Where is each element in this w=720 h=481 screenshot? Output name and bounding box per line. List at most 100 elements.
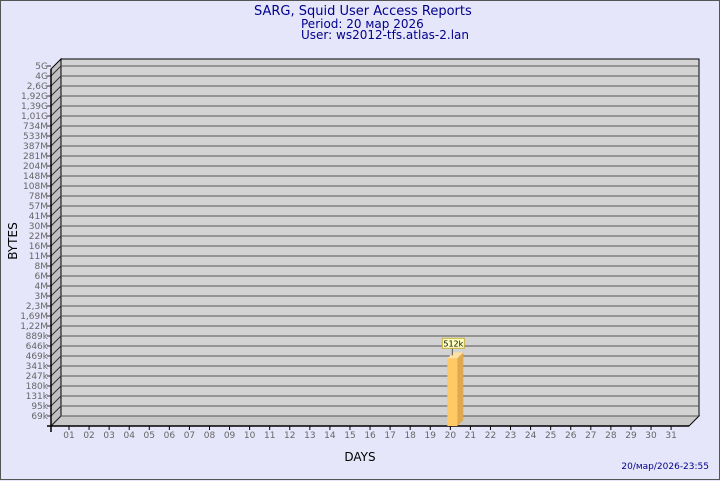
- gridline-side: [50, 405, 62, 417]
- gridline-side: [50, 145, 62, 157]
- x-tick-label: 11: [264, 431, 275, 441]
- gridline-side: [50, 315, 62, 327]
- plot-back-wall: [60, 58, 700, 417]
- x-tick-label: 01: [63, 431, 74, 441]
- plot-floor: [49, 415, 701, 427]
- gridline-side: [50, 255, 62, 267]
- gridline-side: [50, 75, 62, 87]
- x-tick-label: 05: [144, 431, 155, 441]
- gridline-side: [50, 395, 62, 407]
- data-label: 512k: [443, 339, 463, 348]
- x-tick-label: 29: [625, 431, 637, 441]
- gridline-side: [50, 335, 62, 347]
- x-tick-label: 24: [525, 431, 537, 441]
- chart-period: Period: 20 мар 2026: [301, 17, 424, 31]
- x-tick-label: 21: [465, 431, 476, 441]
- x-tick-label: 14: [324, 431, 336, 441]
- x-tick-label: 23: [505, 431, 516, 441]
- y-tick-label: 108M: [23, 182, 48, 192]
- chart-title: SARG, Squid User Access Reports: [254, 4, 472, 19]
- x-tick-label: 03: [103, 431, 114, 441]
- y-tick-label: 387M: [23, 142, 48, 152]
- x-tick-label: 27: [585, 431, 596, 441]
- x-tick-label: 10: [244, 431, 256, 441]
- y-tick-label: 2,6G: [27, 82, 48, 92]
- gridline-side: [50, 345, 62, 357]
- data-label-box: [441, 337, 465, 349]
- gridline-side: [50, 355, 62, 367]
- y-tick-label: 533M: [23, 132, 48, 142]
- gridline-side: [50, 325, 62, 337]
- x-tick-label: 30: [645, 431, 657, 441]
- gridline-side: [50, 365, 62, 377]
- y-tick-label: 1,22M: [20, 322, 48, 332]
- gridline-side: [50, 105, 62, 117]
- x-tick-label: 02: [83, 431, 94, 441]
- y-tick-label: 204M: [23, 162, 48, 172]
- y-tick-label: 95k: [31, 402, 48, 412]
- y-tick-label: 889k: [26, 332, 49, 342]
- gridline-side: [50, 165, 62, 177]
- y-tick-label: 734M: [23, 122, 48, 132]
- gridline-side: [50, 85, 62, 97]
- gridline-side: [50, 175, 62, 187]
- gridline-side: [50, 95, 62, 107]
- y-tick-label: 646k: [26, 342, 49, 352]
- y-tick-label: 281M: [23, 152, 48, 162]
- gridline-side: [50, 65, 62, 77]
- bar-side: [457, 352, 464, 426]
- x-tick-label: 20: [445, 431, 457, 441]
- y-tick-label: 8M: [35, 262, 49, 272]
- x-tick-label: 15: [344, 431, 355, 441]
- y-tick-label: 16M: [29, 242, 48, 252]
- gridline-side: [50, 185, 62, 197]
- gridline-side: [50, 235, 62, 247]
- x-tick-label: 28: [605, 431, 617, 441]
- gridline-side: [50, 375, 62, 387]
- y-tick-label: 4G: [35, 72, 48, 82]
- gridline-side: [50, 285, 62, 297]
- x-tick-label: 09: [224, 431, 236, 441]
- y-axis-label: BYTES: [6, 222, 20, 259]
- y-tick-label: 1,01G: [21, 112, 48, 122]
- y-tick-label: 5G: [35, 62, 48, 72]
- y-tick-label: 1,69M: [20, 312, 48, 322]
- gridline-side: [50, 155, 62, 167]
- gridline-side: [50, 415, 62, 427]
- x-tick-label: 22: [485, 431, 496, 441]
- gridline-side: [50, 275, 62, 287]
- gridline-side: [50, 305, 62, 317]
- x-tick-label: 16: [364, 431, 376, 441]
- gridline-side: [50, 225, 62, 237]
- x-tick-label: 17: [384, 431, 395, 441]
- x-tick-label: 12: [284, 431, 295, 441]
- x-tick-label: 25: [545, 431, 556, 441]
- x-tick-label: 08: [204, 431, 216, 441]
- y-tick-label: 1,92G: [21, 92, 48, 102]
- y-tick-label: 469k: [26, 352, 49, 362]
- gridline-side: [50, 135, 62, 147]
- x-tick-label: 19: [425, 431, 437, 441]
- gridline-side: [50, 245, 62, 257]
- y-tick-label: 6M: [35, 272, 49, 282]
- y-tick-label: 41M: [29, 212, 48, 222]
- x-tick-label: 31: [665, 431, 676, 441]
- y-tick-label: 69k: [31, 412, 48, 422]
- y-tick-label: 30M: [29, 222, 48, 232]
- y-tick-label: 148M: [23, 172, 48, 182]
- gridline-side: [50, 205, 62, 217]
- y-tick-label: 180k: [26, 382, 49, 392]
- y-tick-label: 2,3M: [26, 302, 48, 312]
- x-tick-label: 26: [565, 431, 577, 441]
- gridline-side: [50, 115, 62, 127]
- gridline-side: [50, 125, 62, 137]
- y-tick-label: 57M: [29, 202, 48, 212]
- bar-top: [447, 352, 464, 359]
- x-tick-label: 07: [184, 431, 195, 441]
- x-tick-label: 06: [164, 431, 176, 441]
- y-tick-label: 78M: [29, 192, 48, 202]
- y-tick-label: 131k: [26, 392, 49, 402]
- x-tick-label: 18: [404, 431, 416, 441]
- bar: [447, 358, 458, 426]
